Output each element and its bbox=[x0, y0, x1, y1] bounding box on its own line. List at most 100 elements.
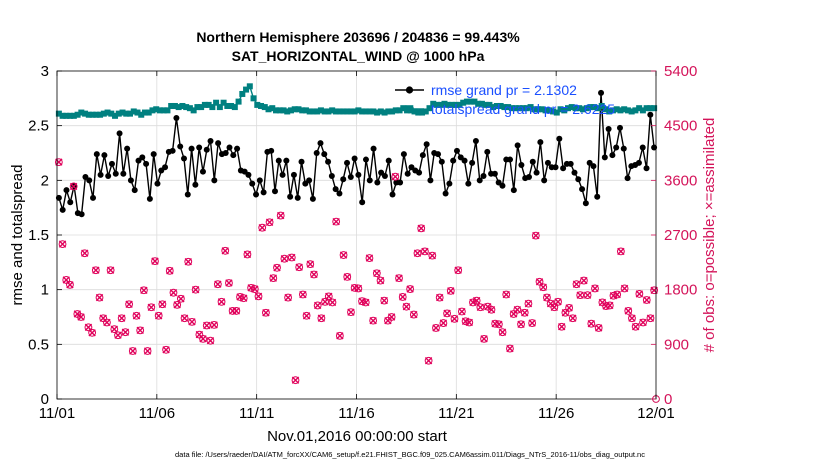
totalspread-point bbox=[572, 105, 579, 112]
assimilated-obs-point bbox=[387, 313, 396, 321]
assimilated-obs-point bbox=[561, 309, 570, 317]
totalspread-point bbox=[130, 108, 137, 115]
rmse-point bbox=[328, 172, 335, 179]
possible-obs-point bbox=[273, 263, 281, 272]
rmse-point bbox=[325, 158, 332, 165]
totalspread-point bbox=[370, 108, 377, 115]
totalspread-point bbox=[576, 105, 583, 112]
totalspread-point bbox=[591, 104, 598, 111]
assimilated-obs-point bbox=[606, 301, 614, 310]
rmse-point bbox=[268, 147, 275, 154]
assimilated-obs-point bbox=[232, 307, 241, 315]
assimilated-obs-point bbox=[295, 263, 303, 271]
rmse-point bbox=[97, 171, 104, 178]
assimilated-obs-point bbox=[513, 306, 522, 314]
assimilated-obs-point bbox=[524, 299, 533, 308]
possible-obs-point bbox=[291, 376, 300, 385]
assimilated-obs-point bbox=[206, 336, 215, 345]
rmse-point bbox=[93, 151, 100, 158]
totalspread-point bbox=[220, 99, 227, 106]
y-right-tick-label: 0 bbox=[664, 391, 672, 408]
x-tick-label: 11/11 bbox=[239, 405, 274, 422]
totalspread-point bbox=[123, 110, 130, 117]
assimilated-obs-point bbox=[443, 309, 451, 318]
assimilated-obs-point bbox=[325, 292, 333, 301]
totalspread-point bbox=[134, 109, 141, 116]
totalspread-point bbox=[628, 108, 635, 115]
totalspread-point bbox=[216, 104, 223, 111]
totalspread-point bbox=[389, 108, 396, 115]
assimilated-obs-point bbox=[594, 324, 603, 332]
totalspread-point bbox=[198, 104, 205, 111]
possible-obs-point bbox=[639, 318, 647, 327]
possible-obs-point bbox=[62, 276, 71, 284]
totalspread-point bbox=[317, 107, 324, 114]
assimilated-obs-point bbox=[66, 281, 74, 289]
rmse-point bbox=[120, 170, 127, 177]
rmse-point bbox=[177, 143, 184, 150]
y-left-tick-label: 0 bbox=[41, 391, 49, 408]
possible-obs-point bbox=[480, 334, 488, 343]
y-right-tick-label: 2700 bbox=[664, 227, 697, 244]
y-left-tick-label: 1 bbox=[41, 282, 49, 299]
assimilated-obs-point bbox=[273, 264, 281, 272]
totalspread-point bbox=[306, 108, 313, 115]
possible-obs-point bbox=[539, 283, 548, 292]
totalspread-point bbox=[392, 107, 399, 114]
rmse-point bbox=[609, 152, 616, 159]
possible-obs-point bbox=[173, 300, 182, 309]
possible-obs-point bbox=[80, 249, 89, 258]
assimilated-obs-point bbox=[643, 296, 651, 304]
rmse-point bbox=[351, 155, 358, 162]
totalspread-point bbox=[299, 107, 306, 114]
rmse-point bbox=[162, 164, 169, 171]
totalspread-point bbox=[332, 108, 339, 115]
chart-subtitle: SAT_HORIZONTAL_WIND @ 1000 hPa bbox=[232, 48, 485, 64]
totalspread-point bbox=[287, 107, 294, 114]
possible-obs-point bbox=[206, 336, 215, 345]
legend: rmse grand pr = 2.1302 totalspread grand… bbox=[395, 82, 615, 117]
totalspread-point bbox=[467, 98, 474, 105]
x-tick-label: 12/01 bbox=[637, 405, 675, 422]
possible-obs-point bbox=[91, 266, 100, 275]
assimilated-obs-point bbox=[543, 293, 551, 302]
possible-obs-point bbox=[77, 313, 85, 321]
totalspread-point bbox=[291, 106, 298, 113]
possible-obs-point bbox=[391, 172, 400, 181]
possible-obs-point bbox=[506, 344, 514, 353]
totalspread-point bbox=[636, 105, 643, 112]
y-left-tick-label: 1.5 bbox=[28, 227, 49, 244]
possible-obs-point bbox=[583, 291, 592, 300]
rmse-point bbox=[514, 142, 521, 149]
possible-obs-point bbox=[180, 314, 189, 323]
rmse-point bbox=[234, 145, 241, 152]
possible-obs-point bbox=[339, 251, 348, 259]
assimilated-obs-point bbox=[291, 376, 300, 384]
rmse-point bbox=[154, 180, 161, 187]
totalspread-point bbox=[183, 104, 190, 111]
totalspread-point bbox=[621, 106, 628, 113]
assimilated-obs-point bbox=[369, 316, 377, 325]
assimilated-obs-point bbox=[417, 224, 425, 233]
assimilated-obs-point bbox=[450, 315, 459, 323]
totalspread-point bbox=[325, 108, 332, 115]
possible-obs-point bbox=[88, 328, 97, 337]
possible-obs-point bbox=[535, 277, 544, 286]
assimilated-obs-point bbox=[362, 298, 370, 307]
x-tick-label: 11/06 bbox=[139, 405, 175, 422]
possible-obs-point bbox=[191, 285, 200, 294]
totalspread-point bbox=[175, 104, 182, 111]
possible-obs-point bbox=[513, 305, 522, 314]
totalspread-point bbox=[598, 102, 605, 109]
y-right-tick-label: 3600 bbox=[664, 172, 697, 189]
assimilated-obs-point bbox=[269, 274, 278, 282]
y-right-tick-label: 4500 bbox=[664, 118, 697, 135]
totalspread-point bbox=[497, 102, 504, 109]
totalspread-point bbox=[568, 104, 575, 111]
rmse-point bbox=[465, 180, 472, 187]
rmse-point bbox=[427, 177, 434, 184]
assimilated-obs-point bbox=[454, 266, 462, 274]
assimilated-obs-point bbox=[158, 300, 167, 308]
possible-obs-point bbox=[616, 247, 625, 256]
